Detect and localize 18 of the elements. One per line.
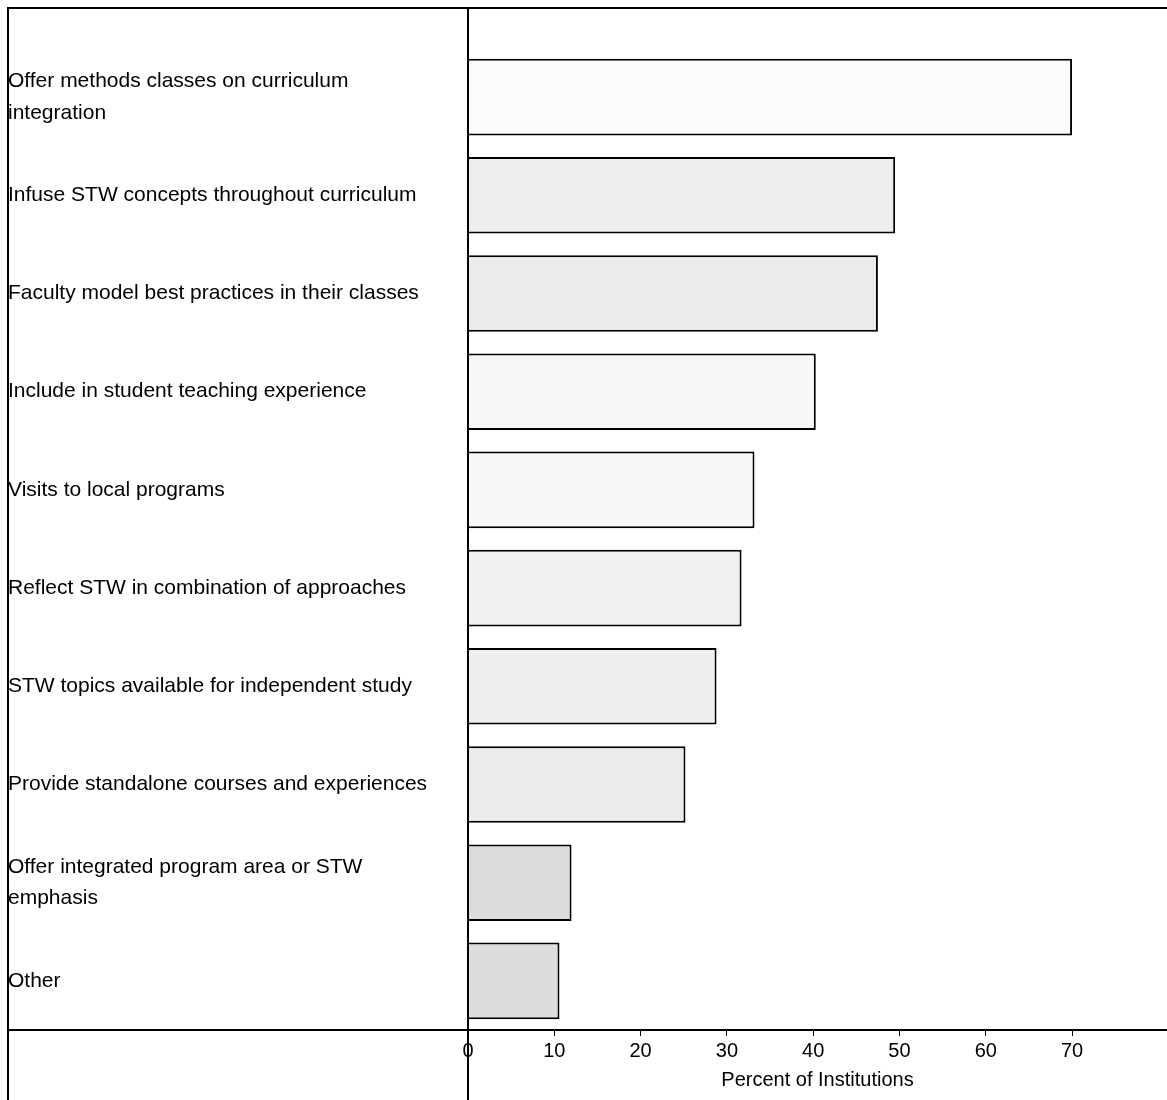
y-tick-label: Infuse STW concepts throughout curriculum	[8, 182, 417, 206]
y-tick-label: Include in student teaching experience	[8, 378, 367, 402]
x-tick-label: 20	[629, 1038, 652, 1061]
x-tick-label: 40	[802, 1038, 825, 1061]
y-tick-label: Other	[8, 967, 61, 991]
y-tick-label: Offer methods classes on curriculum integration	[8, 68, 349, 123]
y-tick-label: Provide standalone courses and experiences	[8, 771, 428, 795]
x-tick-label: 30	[715, 1038, 739, 1061]
y-tick-label: Faculty model best practices in their classes	[8, 280, 419, 304]
x-tick-label: 60	[974, 1038, 997, 1061]
y-tick-label: Visits to local programs	[8, 476, 225, 500]
x-axis-title: Percent of Institutions	[721, 1067, 914, 1090]
x-tick-label: 50	[888, 1038, 911, 1061]
x-tick-label: 10	[543, 1038, 566, 1061]
y-tick-label: Offer integrated program area or STW emphasis	[8, 853, 363, 909]
y-tick-label: Reflect STW in combination of approaches	[8, 574, 407, 598]
y-tick-label: STW topics available for independent study	[8, 673, 413, 697]
x-tick-label: 70	[1060, 1038, 1084, 1061]
